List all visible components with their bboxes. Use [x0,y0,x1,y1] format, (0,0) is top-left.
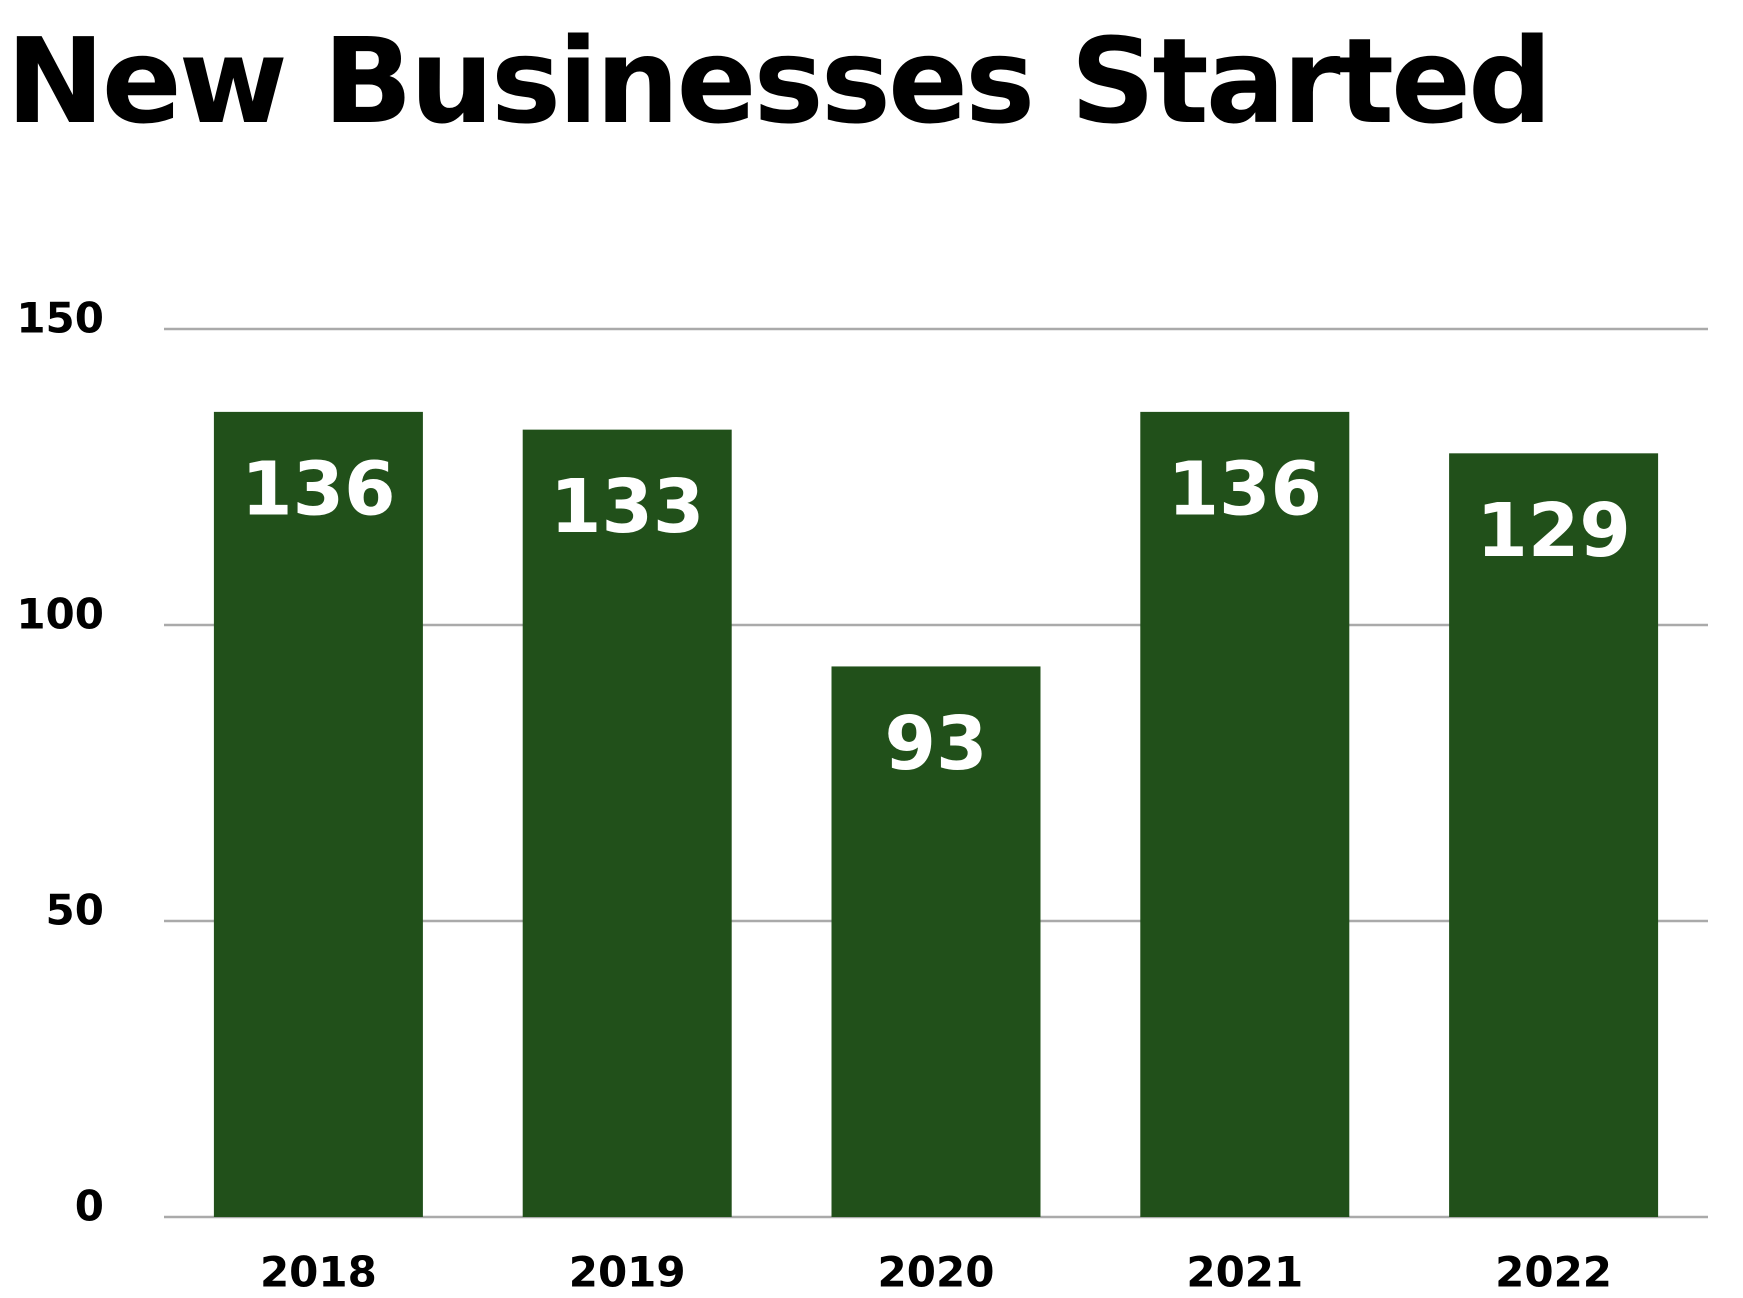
bar [1140,411,1350,1217]
x-tick-label: 2018 [260,1248,377,1297]
x-tick-label: 2019 [569,1248,686,1297]
y-tick-label: 150 [16,294,104,343]
bar [831,666,1041,1217]
value-label: 133 [550,464,704,550]
x-tick-label: 2022 [1495,1248,1612,1297]
value-label: 136 [241,446,395,532]
bar [1449,453,1659,1217]
bar [213,411,423,1217]
y-tick-label: 100 [16,590,104,639]
x-tick-label: 2021 [1186,1248,1303,1297]
y-tick-label: 0 [75,1182,104,1231]
x-tick-label: 2020 [878,1248,995,1297]
y-tick-label: 50 [46,886,104,935]
value-label: 129 [1476,488,1630,574]
value-label: 136 [1168,446,1322,532]
chart-title: New Businesses Started [6,12,1549,150]
value-label: 93 [885,701,988,787]
bar [522,429,732,1217]
